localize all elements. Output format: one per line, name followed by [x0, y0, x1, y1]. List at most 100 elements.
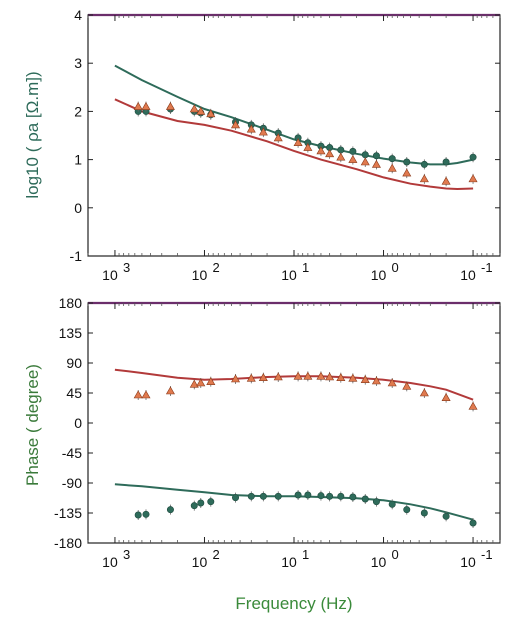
- model-curve-0: [114, 64, 474, 166]
- data-point-circle: [142, 510, 150, 518]
- data-point-triangle: [206, 377, 216, 385]
- x-tick-exponent: 1: [302, 260, 309, 275]
- y-tick-label: -45: [62, 445, 82, 461]
- x-tick-exponent: -1: [481, 547, 493, 562]
- y-tick-label: 0: [74, 200, 82, 216]
- data-point-circle: [326, 492, 334, 500]
- data-point-triangle: [441, 393, 451, 401]
- data-point-triangle: [371, 159, 381, 168]
- data-point-circle: [207, 498, 215, 506]
- data-point-triangle: [273, 133, 283, 142]
- x-tick-exponent: 2: [212, 260, 219, 275]
- phase-panel: 10 3 10 2 10 1 10 0 10 -1 -180 -135 -90 -45 0 45 90 135 18…: [54, 295, 501, 570]
- y-tick-label: 1: [74, 152, 82, 168]
- data-point-circle: [388, 155, 396, 163]
- plot-frame: [87, 14, 501, 257]
- x-tick-label: 10: [460, 267, 476, 283]
- data-point-circle: [190, 502, 198, 510]
- x-tick-exponent: -1: [481, 260, 493, 275]
- data-point-circle: [197, 499, 205, 507]
- data-point-triangle: [402, 168, 412, 177]
- data-point-circle: [361, 495, 369, 503]
- data-point-triangle: [196, 106, 206, 115]
- y-tick-label: 90: [66, 355, 82, 371]
- data-point-circle: [247, 492, 255, 500]
- data-point-triangle: [336, 373, 346, 381]
- x-tick-exponent: 1: [302, 547, 309, 562]
- x-tick-label: 10: [192, 554, 208, 570]
- data-point-triangle: [468, 401, 478, 410]
- data-point-circle: [442, 158, 450, 166]
- frequency-x-axis-label: Frequency (Hz): [235, 594, 352, 613]
- data-point-triangle: [246, 373, 256, 382]
- data-point-triangle: [258, 127, 268, 136]
- data-point-triangle: [293, 371, 303, 380]
- data-point-triangle: [360, 375, 370, 383]
- resistivity-panel: 10 3 10 2 10 1 10 0 10 -1 -1 0 1 2 3 4: [70, 7, 501, 283]
- x-tick-label: 10: [371, 554, 387, 570]
- data-point-triangle: [316, 371, 326, 380]
- x-tick-label: 10: [460, 554, 476, 570]
- x-tick-label: 10: [102, 554, 118, 570]
- data-point-triangle: [336, 152, 346, 161]
- data-point-circle: [294, 491, 302, 499]
- data-point-circle: [274, 492, 282, 500]
- data-point-circle: [166, 506, 174, 514]
- data-point-circle: [403, 506, 411, 514]
- data-point-circle: [442, 512, 450, 520]
- y-tick-label: 4: [74, 7, 82, 23]
- data-point-circle: [372, 152, 380, 160]
- data-point-triangle: [387, 163, 397, 172]
- data-point-triangle: [303, 371, 313, 380]
- y-tick-label: -1: [70, 248, 83, 264]
- data-point-triangle: [273, 372, 283, 381]
- data-point-triangle: [231, 374, 241, 383]
- data-point-circle: [388, 500, 396, 508]
- data-point-triangle: [165, 101, 175, 110]
- data-point-triangle: [133, 101, 143, 110]
- data-point-triangle: [141, 101, 151, 110]
- model-curve-1: [114, 98, 474, 191]
- data-point-circle: [349, 147, 357, 155]
- y-tick-label: 2: [74, 103, 82, 119]
- x-tick-exponent: 2: [212, 547, 219, 562]
- data-point-circle: [337, 492, 345, 500]
- data-point-triangle: [402, 381, 412, 390]
- y-tick-label: 45: [66, 385, 82, 401]
- data-point-circle: [469, 153, 477, 161]
- x-tick-label: 10: [371, 267, 387, 283]
- data-point-triangle: [316, 146, 326, 155]
- data-point-triangle: [206, 109, 216, 118]
- y-tick-label: -180: [54, 535, 82, 551]
- data-point-triangle: [303, 142, 313, 151]
- y-tick-label: 3: [74, 55, 82, 71]
- data-point-triangle: [246, 124, 256, 133]
- x-tick-exponent: 0: [392, 547, 399, 562]
- data-point-circle: [420, 509, 428, 517]
- x-tick-label: 10: [281, 554, 297, 570]
- phase-y-axis-label: Phase ( degree): [23, 364, 42, 486]
- y-tick-label: 0: [74, 415, 82, 431]
- x-tick-exponent: 3: [123, 260, 130, 275]
- data-point-circle: [232, 494, 240, 502]
- data-point-triangle: [189, 104, 199, 113]
- data-point-triangle: [165, 386, 175, 395]
- data-point-triangle: [419, 388, 429, 397]
- data-point-circle: [134, 511, 142, 519]
- data-point-triangle: [468, 174, 478, 183]
- data-point-triangle: [441, 176, 451, 185]
- plot-frame: [87, 302, 501, 544]
- data-point-circle: [372, 498, 380, 506]
- y-tick-label: 180: [59, 295, 83, 311]
- data-point-circle: [469, 519, 477, 527]
- x-tick-label: 10: [192, 267, 208, 283]
- y-tick-label: -90: [62, 475, 82, 491]
- data-point-triangle: [258, 373, 268, 381]
- x-tick-exponent: 3: [123, 547, 130, 562]
- x-tick-label: 10: [102, 267, 118, 283]
- data-point-triangle: [348, 373, 358, 382]
- data-point-triangle: [231, 120, 241, 129]
- data-point-triangle: [133, 390, 143, 399]
- model-curve-1: [114, 483, 474, 521]
- x-tick-label: 10: [281, 267, 297, 283]
